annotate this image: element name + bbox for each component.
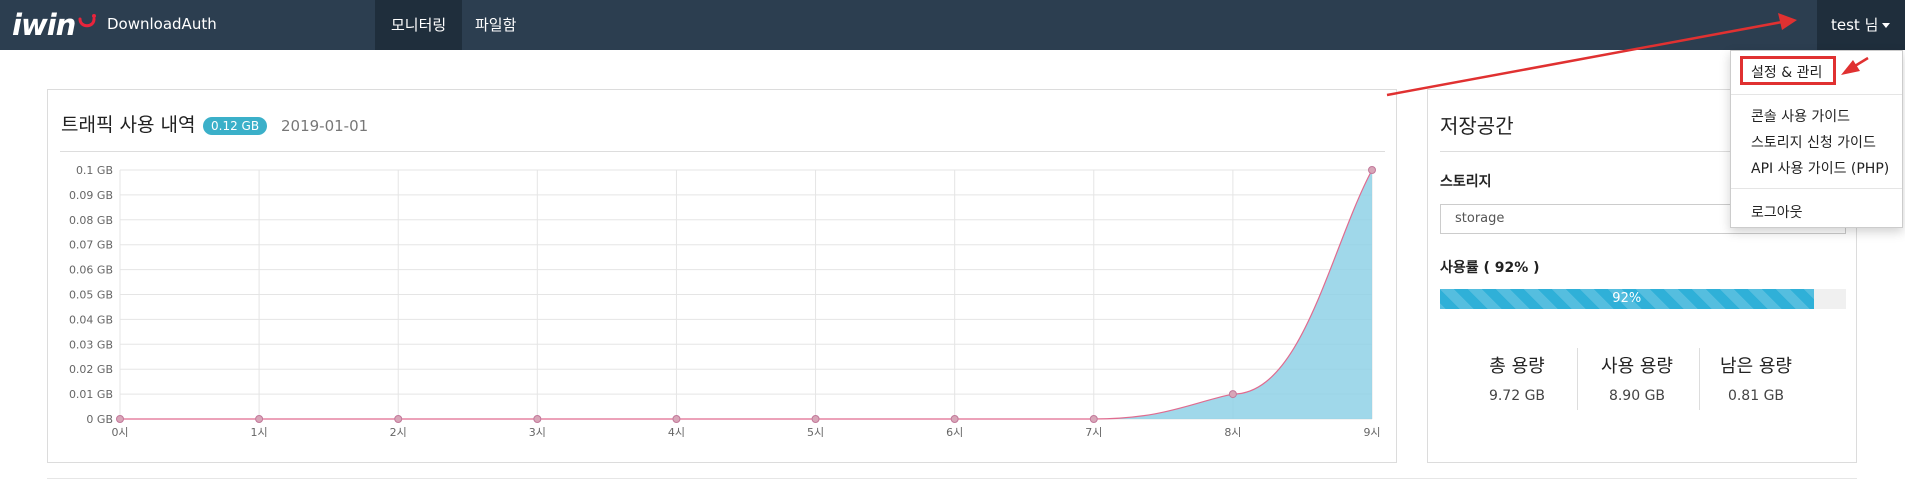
y-tick-label: 0.1 GB (76, 164, 113, 177)
stat-divider (1699, 348, 1700, 410)
x-tick-label: 4시 (668, 426, 685, 439)
y-tick-label: 0.08 GB (69, 214, 113, 227)
storage-title: 저장공간 (1440, 114, 1514, 138)
remaining-capacity-value: 0.81 GB (1727, 388, 1785, 404)
menu-item-console-guide[interactable]: 콘솔 사용 가이드 (1751, 109, 1851, 125)
y-tick-label: 0.06 GB (69, 264, 113, 277)
nav-monitoring[interactable]: 모니터링 (375, 0, 463, 50)
total-capacity: 총 용량 9.72 GB (1457, 352, 1577, 404)
caret-down-icon (1882, 23, 1891, 28)
usage-progress-fill: 92% (1440, 289, 1814, 309)
menu-item-logout[interactable]: 로그아웃 (1751, 205, 1803, 221)
data-point (394, 415, 403, 423)
used-capacity-label: 사용 용량 (1601, 356, 1673, 377)
menu-item-storage-guide[interactable]: 스토리지 신청 가이드 (1751, 135, 1876, 151)
usage-progress-bar: 92% (1440, 289, 1846, 309)
storage-select-label: 스토리지 (1440, 174, 1492, 190)
x-tick-label: 5시 (807, 426, 824, 439)
menu-divider (1731, 188, 1902, 189)
used-capacity: 사용 용량 8.90 GB (1577, 352, 1697, 404)
x-tick-label: 6시 (946, 426, 963, 439)
total-capacity-label: 총 용량 (1489, 356, 1545, 377)
divider (1440, 151, 1846, 152)
x-tick-label: 9시 (1363, 426, 1380, 439)
y-tick-label: 0.02 GB (69, 363, 113, 376)
y-tick-label: 0.05 GB (69, 289, 113, 302)
user-dropdown-menu: 설정 & 관리 콘솔 사용 가이드 스토리지 신청 가이드 API 사용 가이드… (1730, 50, 1903, 228)
menu-divider (1731, 94, 1902, 95)
x-tick-label: 3시 (529, 426, 546, 439)
data-point (1368, 166, 1376, 174)
x-tick-label: 0시 (111, 426, 128, 439)
menu-item-settings[interactable]: 설정 & 관리 (1751, 65, 1823, 81)
x-tick-label: 7시 (1085, 426, 1102, 439)
used-capacity-value: 8.90 GB (1608, 388, 1666, 404)
nav-files[interactable]: 파일함 (475, 16, 517, 34)
series-area (120, 170, 1372, 419)
x-tick-label: 8시 (1224, 426, 1241, 439)
divider (60, 151, 1385, 152)
data-point (1228, 390, 1237, 399)
iwin-logo[interactable]: iwin (12, 6, 97, 44)
data-point (950, 415, 959, 423)
y-tick-label: 0.09 GB (69, 189, 113, 202)
y-tick-label: 0.07 GB (69, 239, 113, 252)
traffic-panel: 트래픽 사용 내역 0.12 GB 2019-01-01 0 GB 0.01 GB… (47, 89, 1397, 463)
data-point (255, 415, 264, 423)
usage-label: 사용률 ( 92% ) (1440, 260, 1540, 276)
traffic-total-badge: 0.12 GB (203, 117, 268, 135)
traffic-date: 2019-01-01 (281, 117, 369, 135)
top-navbar: iwin DownloadAuth 모니터링 파일함 test 님 (0, 0, 1905, 50)
y-tick-label: 0 GB (86, 413, 113, 426)
stat-divider (1577, 348, 1578, 410)
data-point (533, 415, 542, 423)
traffic-chart: 0 GB 0.01 GB 0.02 GB 0.03 GB 0.04 GB 0.05 GB 0… (69, 164, 1381, 439)
x-tick-label: 2시 (390, 426, 407, 439)
logo-text: iwin (12, 8, 76, 42)
user-menu-label: test 님 (1831, 16, 1879, 34)
y-tick-label: 0.01 GB (69, 388, 113, 401)
data-point (1089, 415, 1098, 423)
traffic-title: 트래픽 사용 내역 (61, 114, 196, 136)
series-line (120, 169, 1373, 420)
brand-name[interactable]: DownloadAuth (107, 15, 217, 33)
data-point (811, 415, 820, 423)
x-tick-label: 1시 (251, 426, 268, 439)
user-menu-toggle[interactable]: test 님 (1817, 0, 1905, 50)
y-tick-label: 0.04 GB (69, 313, 113, 326)
remaining-capacity: 남은 용량 0.81 GB (1696, 352, 1816, 404)
menu-item-api-guide[interactable]: API 사용 가이드 (PHP) (1751, 161, 1890, 177)
data-point (116, 415, 124, 423)
total-capacity-value: 9.72 GB (1488, 388, 1546, 404)
data-point (672, 415, 681, 423)
logo-smile-icon (78, 14, 97, 28)
remaining-capacity-label: 남은 용량 (1720, 356, 1792, 377)
y-tick-label: 0.03 GB (69, 338, 113, 351)
divider (47, 478, 1857, 479)
